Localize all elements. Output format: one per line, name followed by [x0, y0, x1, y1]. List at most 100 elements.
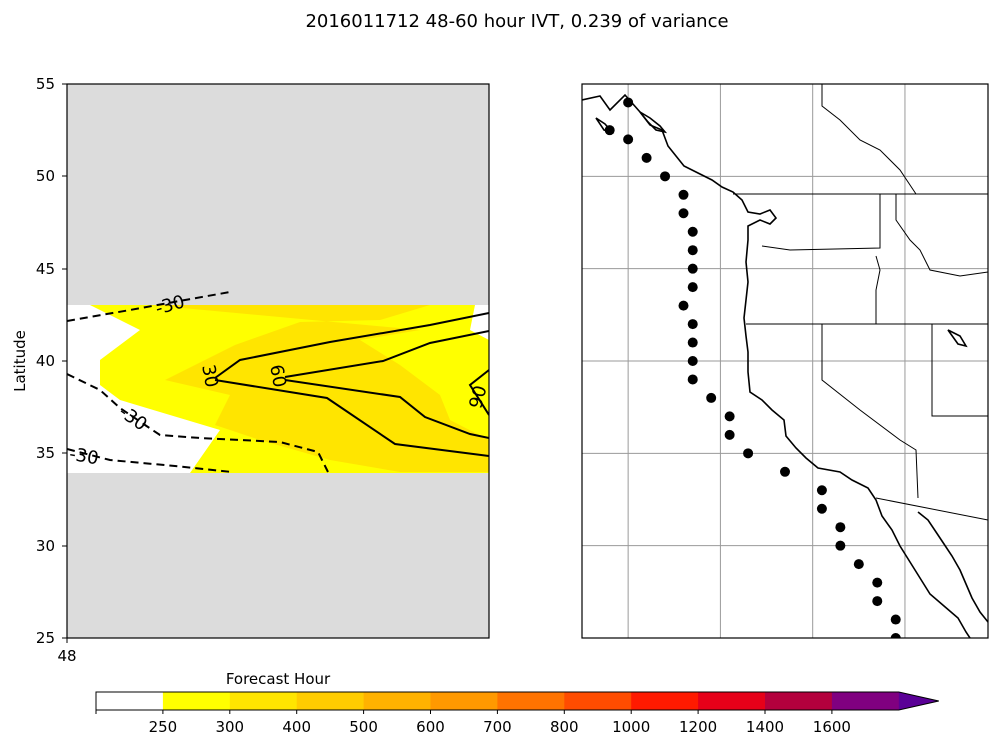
right-axes-frame	[581, 83, 989, 639]
colorbar-segment	[296, 692, 365, 710]
coastline-island	[639, 111, 668, 134]
contour-60	[284, 330, 489, 439]
coastline-baja-east	[917, 511, 988, 623]
y-tick-label: 35	[36, 444, 55, 462]
station-point	[687, 245, 698, 256]
colorbar-segment	[162, 692, 231, 710]
border-provincial	[821, 84, 917, 195]
colorbar-tick-label: 1600	[813, 718, 851, 736]
right-panel-map	[581, 83, 989, 639]
colorbar-segment	[96, 692, 164, 710]
y-tick-label: 40	[36, 352, 55, 370]
station-point	[687, 226, 698, 237]
colorbar: Forecast Hour 250 300 400 500 600 700 800 1000 1…	[95, 670, 939, 736]
colorbar-segment	[564, 692, 632, 710]
station-point	[835, 540, 846, 551]
y-axis: 25 30 35 40 45 50 55 Latitude	[11, 75, 67, 647]
colorbar-tick-label: 1200	[679, 718, 717, 736]
contour-neg30-upper	[67, 291, 231, 322]
colorbar-outline	[95, 691, 939, 711]
colorbar-segment	[229, 692, 298, 710]
station-point	[816, 485, 827, 496]
colorbar-segment	[430, 692, 498, 710]
colorbar-segment	[497, 692, 565, 710]
colorbar-segments	[95, 691, 939, 711]
contour-30	[214, 312, 489, 457]
station-point	[835, 522, 846, 533]
colorbar-segment	[698, 692, 766, 710]
y-tick-label: 30	[36, 537, 55, 555]
station-point	[678, 208, 689, 219]
colorbar-tick-labels: 250 300 400 500 600 700 800 1000 1200 1400 1600	[95, 710, 851, 736]
station-point	[678, 189, 689, 200]
station-point	[890, 633, 901, 638]
colorbar-segment	[831, 692, 900, 710]
station-point	[687, 337, 698, 348]
colorbar-segment	[363, 692, 431, 710]
station-point	[604, 125, 615, 136]
station-point	[687, 319, 698, 330]
station-point	[872, 596, 883, 607]
station-point	[623, 97, 634, 108]
y-axis-label: Latitude	[11, 330, 29, 392]
station-point	[687, 374, 698, 385]
station-point	[687, 282, 698, 293]
colorbar-segment	[765, 692, 833, 710]
border-wa-or	[761, 194, 881, 251]
colorbar-tick-label: 800	[550, 718, 579, 736]
coastline-island	[947, 329, 968, 348]
station-point	[623, 134, 634, 145]
x-tick-label: 48	[57, 647, 76, 665]
station-point	[687, 263, 698, 274]
station-point	[724, 429, 735, 440]
station-point	[678, 300, 689, 311]
contour-label-60: 60	[265, 363, 290, 389]
colorbar-tick-label: 500	[349, 718, 378, 736]
contour-neg30-middle	[67, 373, 329, 473]
contour-90	[468, 369, 489, 416]
colorbar-extend-arrow	[898, 692, 939, 710]
figure-title: 2016011712 48-60 hour IVT, 0.239 of vari…	[305, 11, 728, 32]
colorbar-tick-label: 250	[149, 718, 178, 736]
y-tick-label: 55	[36, 75, 55, 93]
station-point	[687, 356, 698, 366]
border-or-id	[875, 255, 881, 324]
coastline	[582, 93, 988, 638]
station-point	[641, 152, 652, 163]
station-point	[872, 577, 883, 588]
colorbar-tick-label: 700	[483, 718, 512, 736]
station-point	[724, 411, 735, 422]
colorbar-tick-label: 1400	[746, 718, 784, 736]
left-panel: -30 -30 -30 30 60 90 25 30 35 40 45 50 5…	[11, 75, 492, 665]
station-point	[853, 559, 864, 570]
station-point	[743, 448, 754, 459]
political-borders	[733, 84, 988, 521]
contour-lines	[67, 291, 489, 473]
map-gridlines	[582, 84, 988, 638]
coastal-stations	[604, 97, 901, 638]
border-ca-nv	[821, 324, 919, 499]
colorbar-segment	[631, 692, 699, 710]
colorbar-tick-label: 600	[416, 718, 445, 736]
colorbar-tick-label: 400	[282, 718, 311, 736]
station-point	[780, 466, 790, 477]
station-point	[660, 171, 671, 182]
station-point	[890, 614, 901, 625]
colorbar-tick-label: 300	[215, 718, 244, 736]
y-tick-label: 50	[36, 167, 55, 185]
x-axis: 48	[57, 638, 77, 665]
y-tick-label: 45	[36, 260, 55, 278]
ivt-fill-300	[150, 305, 489, 472]
border-id-mt	[895, 194, 988, 277]
border-nv-ut	[931, 324, 988, 417]
border-us-mexico	[875, 497, 988, 521]
contour-label-30: 30	[197, 363, 222, 389]
station-point	[816, 503, 827, 514]
colorbar-label: Forecast Hour	[226, 670, 331, 688]
coastline-pacific	[582, 93, 971, 638]
contour-label-neg30-lower: -30	[68, 444, 101, 470]
y-tick-label: 25	[36, 629, 55, 647]
colorbar-tick-label: 1000	[612, 718, 650, 736]
station-point	[706, 392, 717, 403]
